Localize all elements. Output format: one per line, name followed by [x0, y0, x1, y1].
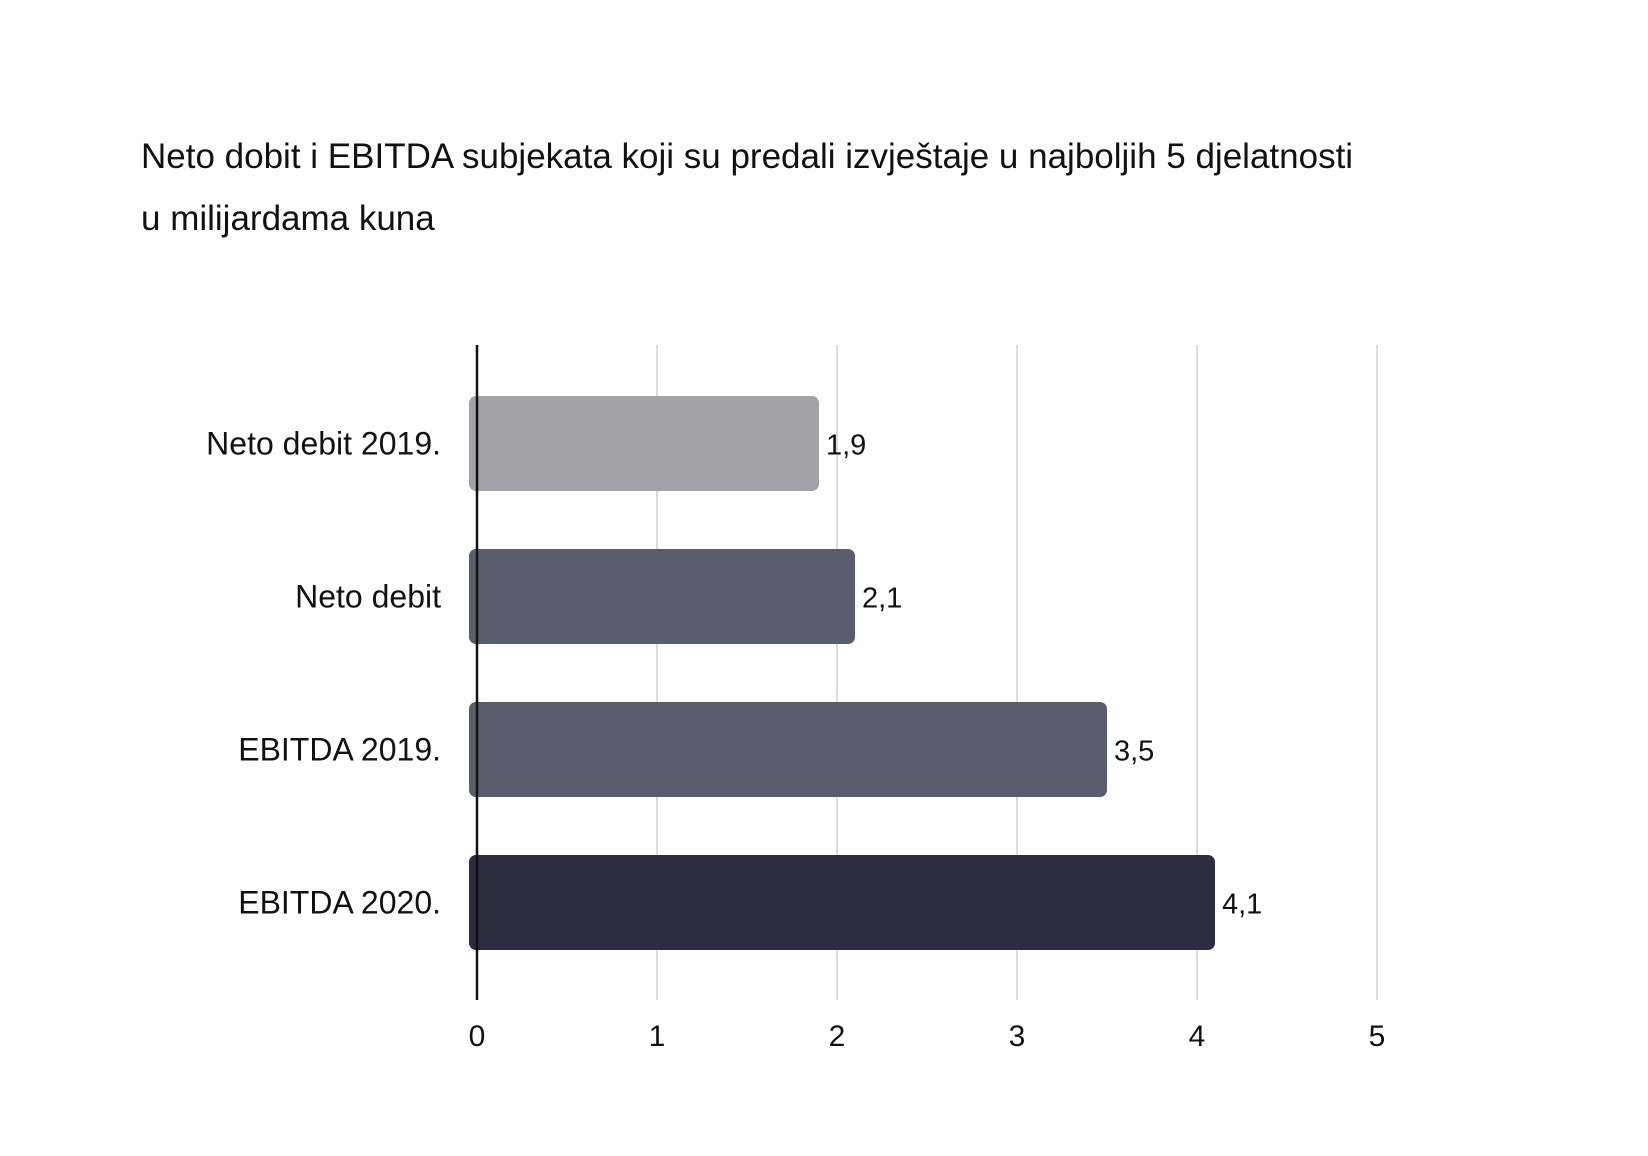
bars — [469, 396, 1215, 950]
chart-title-block: Neto dobit i EBITDA subjekata koji su pr… — [141, 126, 1561, 250]
category-label: EBITDA 2019. — [238, 732, 441, 768]
x-tick-label: 5 — [1369, 1020, 1386, 1053]
value-label: 1,9 — [826, 430, 866, 462]
bar — [469, 549, 855, 644]
category-label: Neto debit 2019. — [206, 426, 441, 462]
bar — [469, 396, 819, 491]
category-label: Neto debit — [295, 579, 441, 615]
x-tick-label: 2 — [829, 1020, 846, 1053]
x-tick-label: 0 — [469, 1020, 486, 1053]
labels: 0 1 2 3 4 5 Neto debit 2019. 1,9 Neto debit 2,1 EB… — [206, 426, 1385, 1054]
value-label: 3,5 — [1114, 736, 1154, 768]
chart-subtitle: u milijardama kuna — [141, 199, 435, 238]
bar — [469, 855, 1215, 950]
x-tick-label: 4 — [1189, 1020, 1206, 1053]
bar — [469, 702, 1107, 797]
chart-title: Neto dobit i EBITDA subjekata koji su pr… — [141, 137, 1354, 176]
x-tick-label: 3 — [1009, 1020, 1026, 1053]
x-tick-label: 1 — [649, 1020, 666, 1053]
value-label: 4,1 — [1222, 889, 1262, 921]
category-label: EBITDA 2020. — [238, 885, 441, 921]
value-label: 2,1 — [862, 583, 902, 615]
